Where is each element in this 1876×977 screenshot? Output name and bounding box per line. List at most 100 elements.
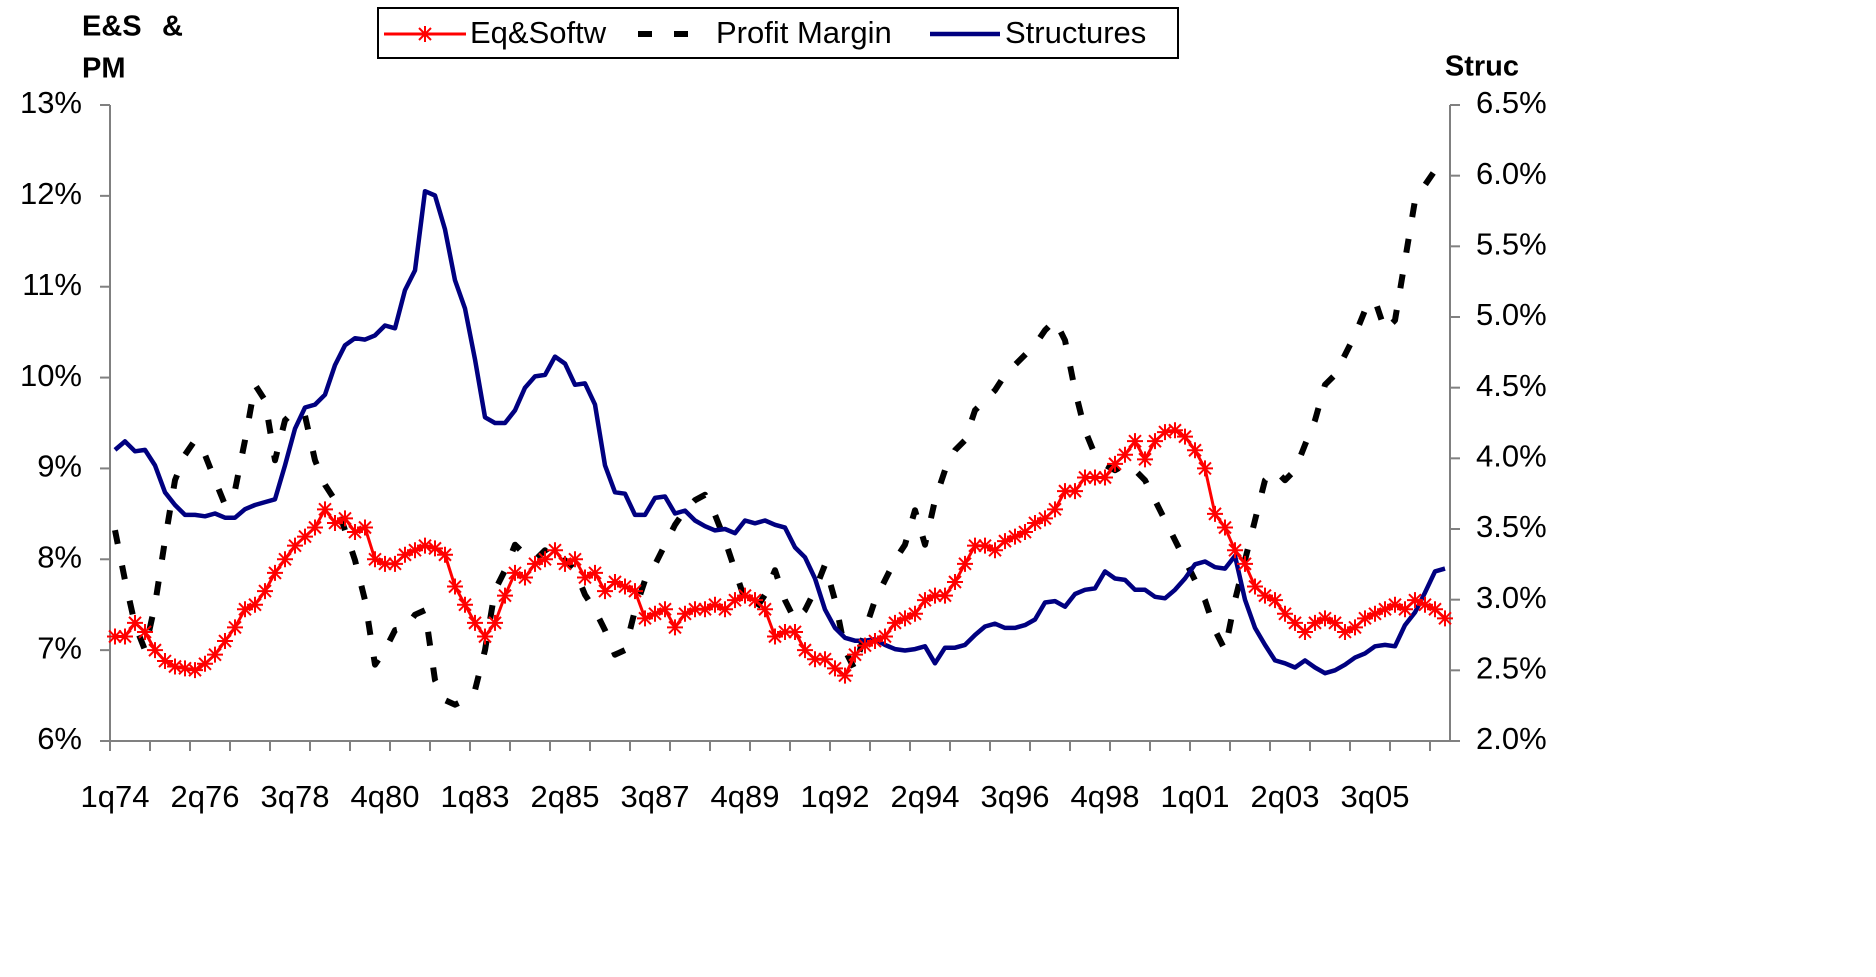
y-axis-title-part: & [162, 11, 183, 43]
series-line [113, 188, 1446, 676]
marker [247, 596, 263, 613]
y2-tick-label: 2.0% [1476, 721, 1547, 756]
marker [677, 605, 693, 622]
marker [507, 564, 523, 581]
marker [437, 546, 453, 563]
marker [1157, 424, 1173, 441]
x-tick-label: 3q96 [981, 779, 1050, 814]
marker [1367, 605, 1383, 622]
x-tick-label: 3q87 [621, 779, 690, 814]
marker [587, 564, 603, 581]
marker [1167, 422, 1183, 439]
marker [957, 555, 973, 572]
marker [627, 583, 643, 600]
marker [1417, 596, 1433, 613]
x-tick-label: 2q03 [1251, 779, 1320, 814]
y-tick-label: 12% [20, 176, 82, 211]
y-tick-label: 6% [37, 721, 82, 756]
marker [1437, 610, 1453, 627]
marker [877, 628, 893, 645]
marker [187, 662, 203, 679]
marker [827, 660, 843, 677]
marker [467, 614, 483, 631]
y2-tick-label: 2.5% [1476, 651, 1547, 686]
series-markers [107, 422, 1453, 684]
y2-tick-label: 3.5% [1476, 509, 1547, 544]
marker [1077, 469, 1093, 486]
marker [727, 592, 743, 609]
marker [487, 614, 503, 631]
marker [717, 601, 733, 618]
marker [197, 655, 213, 672]
marker [307, 519, 323, 536]
marker [167, 658, 183, 675]
y-tick-label: 7% [37, 630, 82, 665]
y2-tick-label: 6.5% [1476, 85, 1547, 120]
marker [927, 587, 943, 604]
marker [137, 623, 153, 640]
marker [327, 514, 343, 531]
marker [1117, 446, 1133, 463]
marker [747, 592, 763, 609]
marker [1217, 519, 1233, 536]
legend-marker [417, 26, 433, 42]
marker [127, 614, 143, 631]
x-tick-label: 1q01 [1161, 779, 1230, 814]
x-tick-label: 2q94 [891, 779, 960, 814]
marker [1107, 455, 1123, 472]
marker [887, 614, 903, 631]
marker [447, 578, 463, 595]
marker [427, 540, 443, 557]
marker [417, 537, 433, 554]
marker [1087, 469, 1103, 486]
marker [997, 533, 1013, 550]
marker [1017, 524, 1033, 541]
marker [1387, 596, 1403, 613]
marker [1287, 614, 1303, 631]
marker [517, 569, 533, 586]
x-tick-label: 2q76 [171, 779, 240, 814]
marker [767, 628, 783, 645]
x-tick-label: 4q89 [711, 779, 780, 814]
marker [1227, 542, 1243, 559]
marker [637, 610, 653, 627]
marker [1277, 605, 1293, 622]
marker [377, 555, 393, 572]
legend-label: Profit Margin [716, 15, 892, 50]
marker [1377, 601, 1393, 618]
marker [907, 605, 923, 622]
marker [657, 601, 673, 618]
marker [567, 551, 583, 568]
marker [777, 623, 793, 640]
marker [547, 542, 563, 559]
marker [837, 667, 853, 684]
marker [537, 551, 553, 568]
marker [1237, 555, 1253, 572]
marker [1257, 587, 1273, 604]
marker [1357, 610, 1373, 627]
marker [557, 555, 573, 572]
y-axis-title-part: PM [82, 53, 126, 85]
marker [157, 653, 173, 670]
x-tick-label: 2q85 [531, 779, 600, 814]
marker [1407, 592, 1423, 609]
y-tick-label: 13% [20, 85, 82, 120]
marker [387, 555, 403, 572]
marker [917, 592, 933, 609]
marker [947, 574, 963, 590]
marker [1207, 505, 1223, 522]
marker [207, 646, 223, 663]
marker [217, 633, 233, 650]
marker [797, 642, 813, 659]
y-axis-title-part: E&S [82, 11, 142, 43]
x-tick-label: 4q80 [351, 779, 420, 814]
marker [617, 578, 633, 595]
marker [1007, 528, 1023, 545]
marker [1347, 619, 1363, 636]
y2-axis-title: Struc [1445, 51, 1519, 83]
marker [337, 510, 353, 527]
marker [117, 628, 133, 645]
marker [317, 501, 333, 518]
